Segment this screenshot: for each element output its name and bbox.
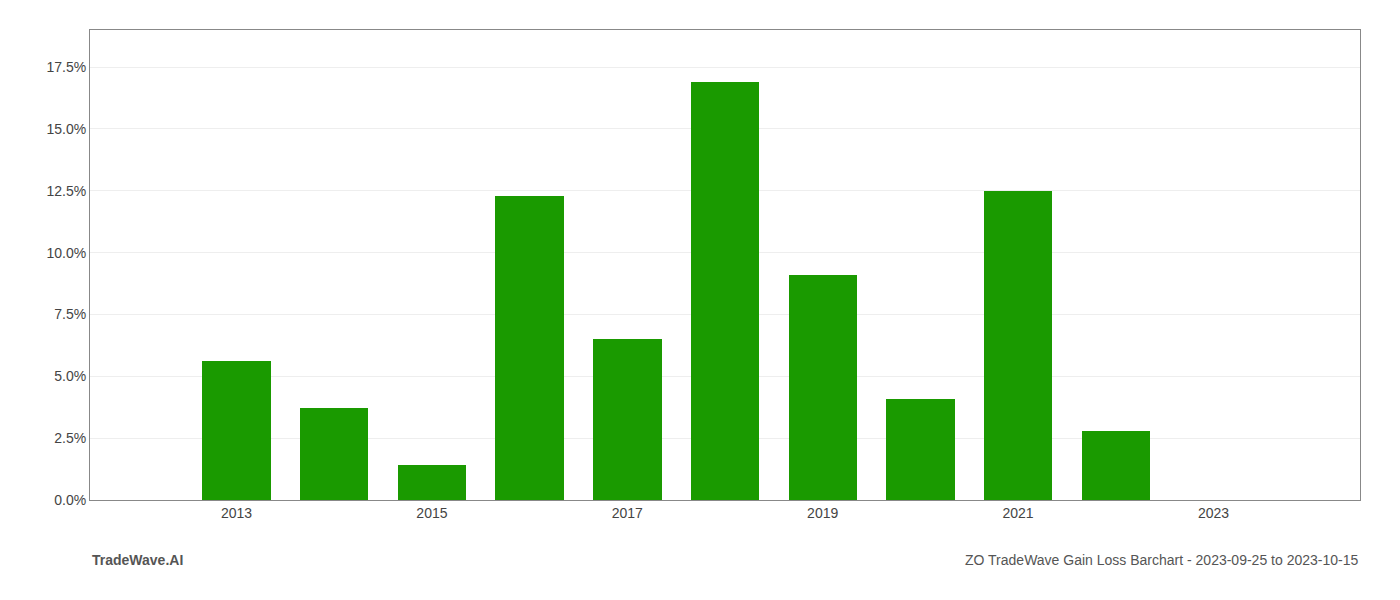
svg-text:ZO TradeWave Gain Loss Barchar: ZO TradeWave Gain Loss Barchart - 2023-0…: [965, 552, 1358, 568]
svg-text:15.0%: 15.0%: [46, 121, 86, 137]
svg-text:2013: 2013: [221, 505, 252, 521]
svg-text:2.5%: 2.5%: [54, 430, 86, 446]
svg-text:2021: 2021: [1003, 505, 1034, 521]
svg-text:2015: 2015: [416, 505, 447, 521]
svg-text:5.0%: 5.0%: [54, 368, 86, 384]
svg-text:2023: 2023: [1198, 505, 1229, 521]
svg-text:12.5%: 12.5%: [46, 183, 86, 199]
svg-text:2017: 2017: [612, 505, 643, 521]
svg-text:7.5%: 7.5%: [54, 306, 86, 322]
svg-text:TradeWave.AI: TradeWave.AI: [92, 552, 183, 568]
svg-text:2019: 2019: [807, 505, 838, 521]
svg-text:0.0%: 0.0%: [54, 492, 86, 508]
svg-text:17.5%: 17.5%: [46, 59, 86, 75]
svg-text:10.0%: 10.0%: [46, 245, 86, 261]
